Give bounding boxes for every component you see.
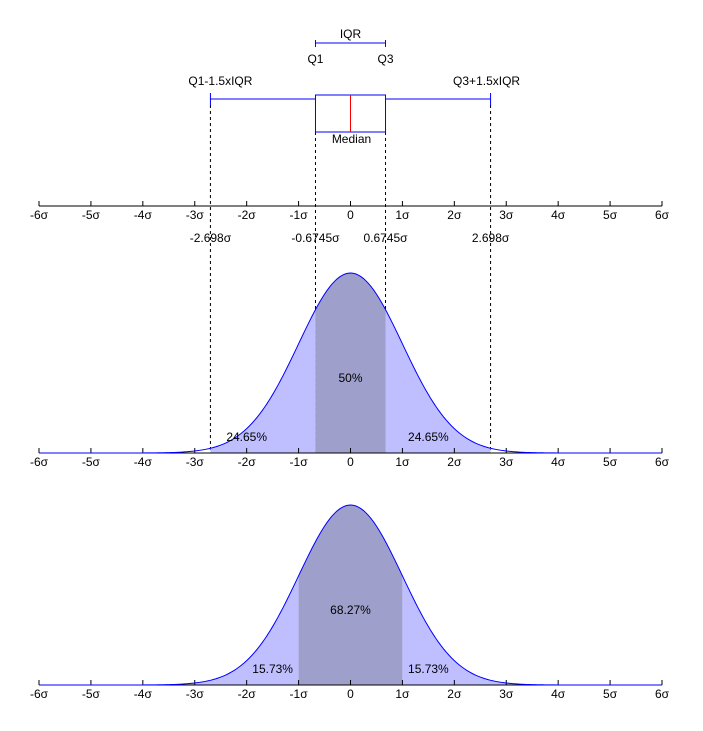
x-tick-label: -5σ xyxy=(82,455,101,469)
percent-label: 24.65% xyxy=(226,430,267,444)
sigma-label: 0.6745σ xyxy=(363,231,408,245)
tail-region xyxy=(385,309,491,453)
q3-label: Q3 xyxy=(378,52,394,66)
q1-label: Q1 xyxy=(307,52,323,66)
center-region xyxy=(315,273,386,453)
x-tick-label: 3σ xyxy=(499,208,514,222)
median-label: Median xyxy=(332,132,371,146)
sigma-label: 2.698σ xyxy=(472,231,510,245)
x-tick-label: -4σ xyxy=(134,687,153,701)
x-tick-label: 2σ xyxy=(447,687,462,701)
percent-label: 68.27% xyxy=(330,603,371,617)
x-tick-label: -1σ xyxy=(290,208,309,222)
percent-label: 24.65% xyxy=(408,430,449,444)
x-tick-label: 0 xyxy=(347,208,354,222)
x-tick-label: -2σ xyxy=(238,208,257,222)
x-tick-label: -6σ xyxy=(30,687,49,701)
tail-region xyxy=(210,309,316,453)
sigma-label: -2.698σ xyxy=(190,231,232,245)
x-tick-label: 6σ xyxy=(655,455,670,469)
x-tick-label: 3σ xyxy=(499,687,514,701)
x-tick-label: -3σ xyxy=(186,687,205,701)
x-tick-label: 5σ xyxy=(603,455,618,469)
x-tick-label: 5σ xyxy=(603,687,618,701)
x-tick-label: -1σ xyxy=(290,687,309,701)
tail-region xyxy=(39,575,299,685)
x-tick-label: 2σ xyxy=(447,455,462,469)
x-tick-label: 1σ xyxy=(395,455,410,469)
x-tick-label: -1σ xyxy=(290,455,309,469)
x-tick-label: -3σ xyxy=(186,208,205,222)
x-tick-label: -2σ xyxy=(238,455,257,469)
upper-fence-label: Q3+1.5xIQR xyxy=(453,74,520,88)
density-curve xyxy=(39,504,662,686)
x-tick-label: -5σ xyxy=(82,687,101,701)
percent-label: 15.73% xyxy=(408,662,449,676)
percent-label: 15.73% xyxy=(252,662,293,676)
x-tick-label: 0 xyxy=(347,455,354,469)
x-tick-label: 0 xyxy=(347,687,354,701)
x-tick-label: 5σ xyxy=(603,208,618,222)
x-tick-label: 4σ xyxy=(551,455,566,469)
x-tick-label: 3σ xyxy=(499,455,514,469)
density-curve xyxy=(39,272,662,454)
x-tick-label: 4σ xyxy=(551,687,566,701)
x-tick-label: 4σ xyxy=(551,208,566,222)
x-tick-label: 2σ xyxy=(447,208,462,222)
x-tick-label: 6σ xyxy=(655,208,670,222)
x-tick-label: -2σ xyxy=(238,687,257,701)
sigma-label: -0.6745σ xyxy=(291,231,340,245)
x-tick-label: -5σ xyxy=(82,208,101,222)
iqr-label: IQR xyxy=(340,27,362,41)
percent-label: 50% xyxy=(338,371,362,385)
lower-fence-label: Q1-1.5xIQR xyxy=(188,74,252,88)
x-tick-label: 1σ xyxy=(395,687,410,701)
x-tick-label: -6σ xyxy=(30,208,49,222)
x-tick-label: -4σ xyxy=(134,208,153,222)
x-tick-label: 6σ xyxy=(655,687,670,701)
x-tick-label: -4σ xyxy=(134,455,153,469)
x-tick-label: -6σ xyxy=(30,455,49,469)
tail-region xyxy=(402,575,662,685)
x-tick-label: 1σ xyxy=(395,208,410,222)
x-tick-label: -3σ xyxy=(186,455,205,469)
center-region xyxy=(298,505,403,685)
